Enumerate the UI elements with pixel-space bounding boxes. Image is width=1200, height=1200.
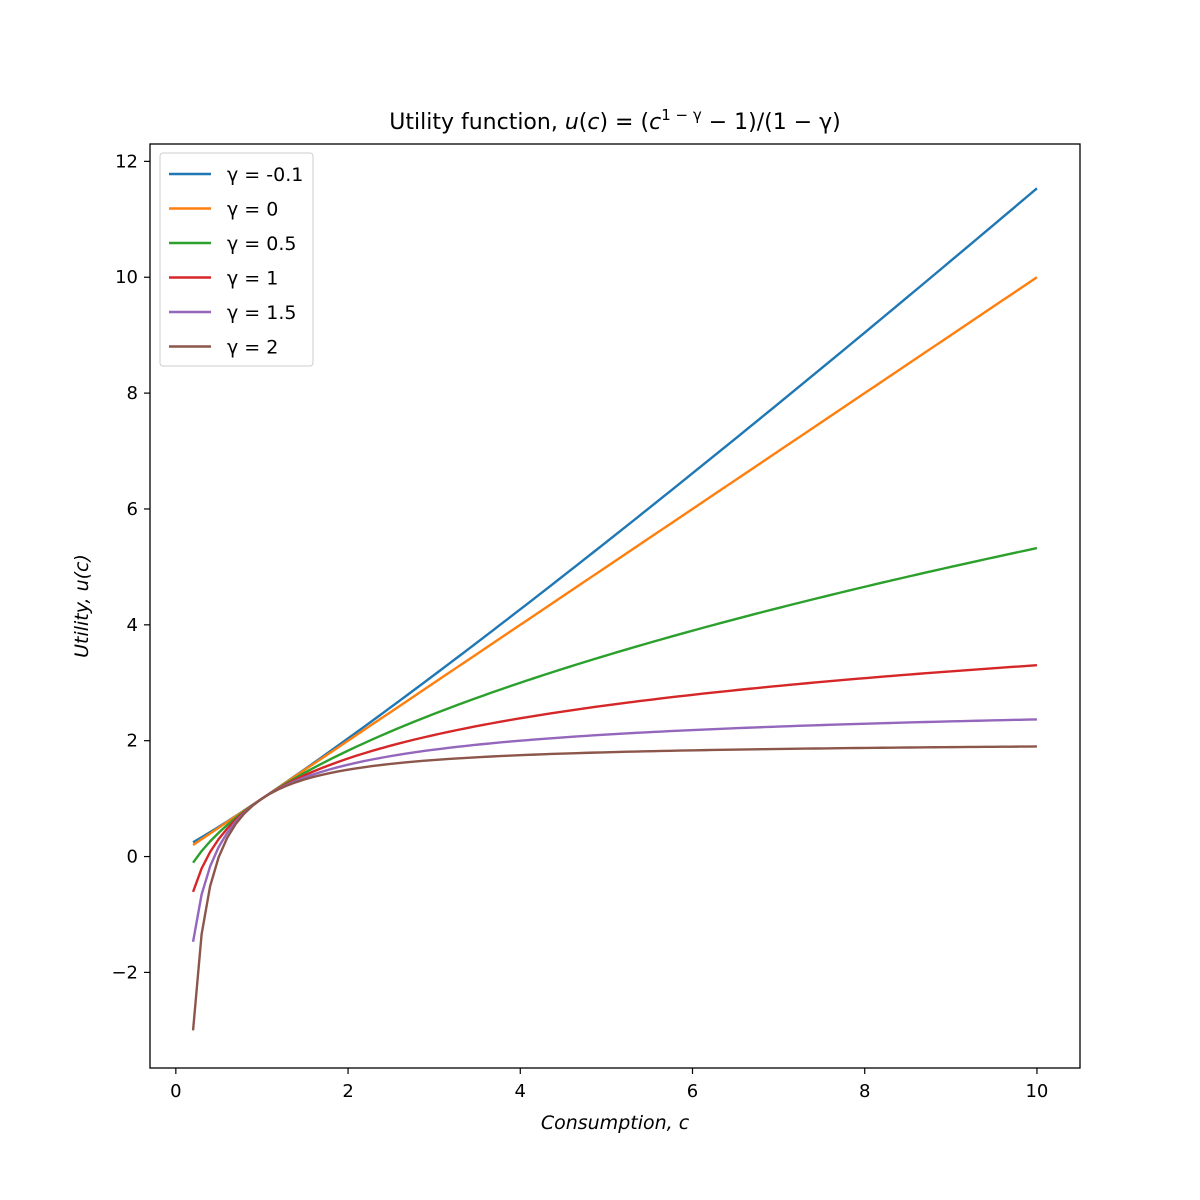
x-tick-label: 2 [342,1081,353,1102]
x-tick-label: 4 [515,1081,526,1102]
series-line-5 [191,745,1037,1031]
y-tick-label: 10 [115,267,138,288]
y-tick-label: −2 [111,962,138,983]
series-layer [191,187,1038,1031]
legend-label: γ = 0.5 [227,233,296,255]
legend-label: γ = 2 [227,337,278,359]
legend: γ = -0.1 γ = 0 γ = 0.5 γ = 1 γ = 1.5 γ = 2 [159,152,314,367]
series-line-4 [191,718,1037,943]
legend-label: γ = 1 [227,268,278,290]
y-tick-label: 6 [127,499,138,520]
plot-frame [149,143,1081,1069]
series-line-1 [192,276,1038,846]
y-tick-label: 0 [127,847,138,868]
legend-label: γ = -0.1 [227,164,303,186]
y-axis-ticks: −2 0 2 4 6 8 10 12 [111,151,150,983]
series-line-3 [191,664,1038,893]
legend-label: γ = 0 [227,199,278,221]
series-line-0 [192,187,1038,844]
x-axis-ticks: 0 2 4 6 8 10 [170,1068,1048,1102]
y-tick-label: 2 [127,731,138,752]
x-tick-label: 0 [170,1081,181,1102]
legend-label: γ = 1.5 [227,302,296,324]
y-tick-label: 8 [127,383,138,404]
series-line-2 [192,546,1038,864]
x-tick-label: 10 [1025,1081,1048,1102]
x-axis-label: Consumption, c [541,1112,690,1134]
x-tick-label: 6 [687,1081,698,1102]
y-axis-label: Utility, u(c) [71,554,93,658]
x-tick-label: 8 [859,1081,870,1102]
y-tick-label: 12 [115,151,138,172]
y-tick-label: 4 [127,615,138,636]
chart-title: Utility function, u(c) = (c1 − γ − 1)/(1… [389,106,840,135]
